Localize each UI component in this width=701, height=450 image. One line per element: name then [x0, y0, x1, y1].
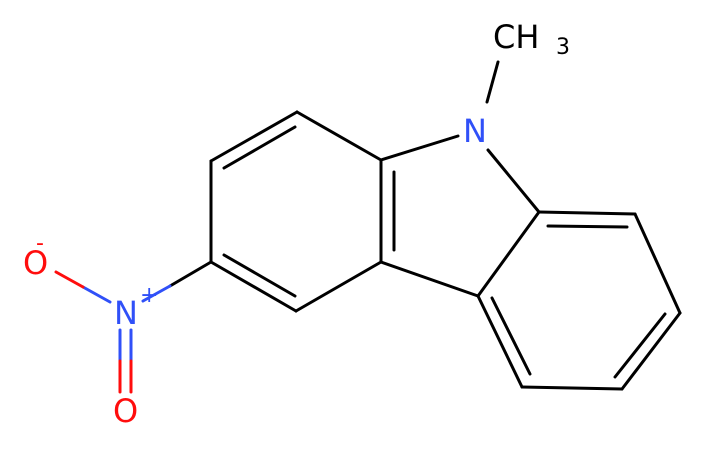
atom-subscript: 3	[556, 35, 570, 60]
atom-label: O	[23, 244, 48, 282]
bond	[379, 260, 480, 298]
bond	[633, 212, 682, 315]
bond	[546, 224, 629, 229]
bond	[141, 284, 172, 303]
bond	[490, 296, 532, 376]
bond	[485, 60, 500, 104]
bonds	[54, 60, 682, 394]
atom-label: N	[463, 112, 487, 150]
bond	[476, 210, 541, 298]
bond	[222, 253, 297, 298]
atom-charge: -	[36, 231, 44, 256]
bond	[209, 110, 299, 163]
atom-charge: +	[140, 283, 158, 308]
bond	[222, 125, 297, 170]
bond	[209, 260, 298, 313]
bond	[486, 148, 541, 214]
bond	[168, 260, 213, 288]
bond	[54, 270, 85, 289]
atom-label: N	[114, 294, 138, 332]
atom-labels: CH 3 N N + O - O	[23, 18, 570, 430]
bond	[81, 285, 112, 304]
bond	[379, 134, 460, 162]
bond	[620, 311, 682, 391]
atom-label: O	[113, 392, 138, 430]
atom-label: CH	[493, 18, 539, 56]
bond	[295, 110, 383, 162]
bond	[520, 385, 624, 391]
bond	[294, 260, 383, 313]
bond	[537, 210, 637, 216]
bond	[613, 312, 667, 379]
bond	[476, 294, 524, 389]
